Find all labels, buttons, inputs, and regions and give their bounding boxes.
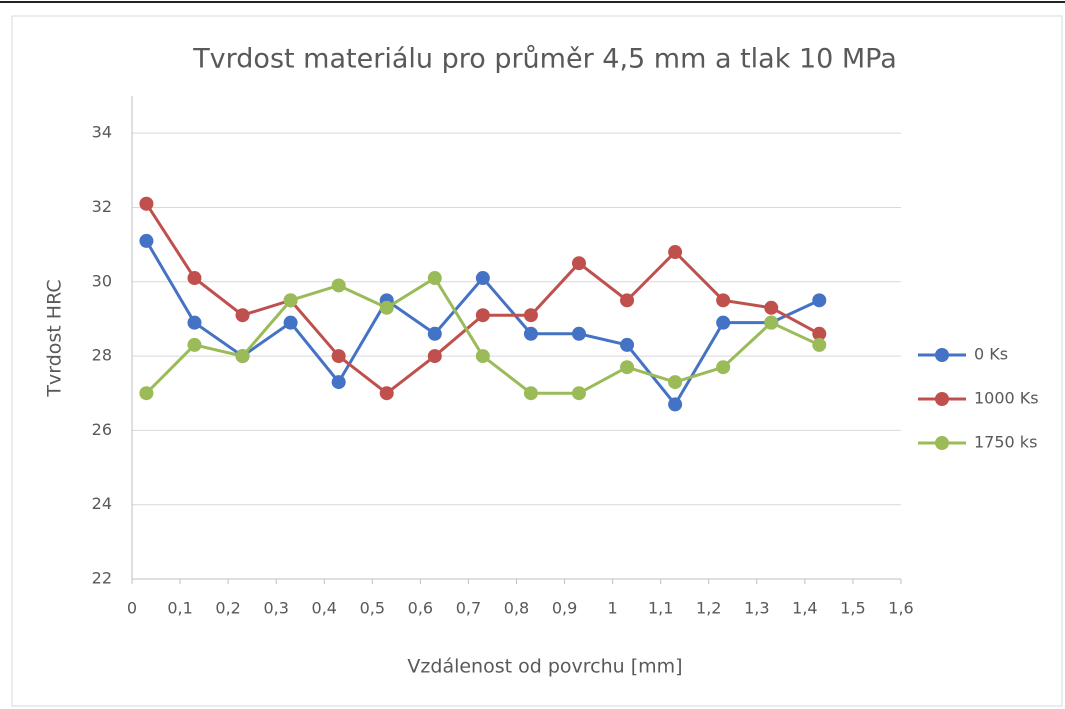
y-axis-label: Tvrdost HRC xyxy=(44,279,66,397)
y-tick-label: 32 xyxy=(92,197,112,216)
y-tick-label: 30 xyxy=(92,271,112,290)
x-tick-label: 0,8 xyxy=(504,599,529,618)
data-point xyxy=(620,293,635,308)
data-point xyxy=(187,271,202,286)
x-tick-label: 0,3 xyxy=(263,599,288,618)
data-point xyxy=(331,375,346,390)
x-tick-label: 1,4 xyxy=(792,599,817,618)
data-point xyxy=(331,278,346,293)
data-point xyxy=(139,196,154,211)
data-point xyxy=(764,300,779,315)
x-tick-label: 0,2 xyxy=(215,599,240,618)
legend-marker xyxy=(935,348,949,362)
data-point xyxy=(571,386,586,401)
x-tick-label: 0,7 xyxy=(456,599,481,618)
y-tick-label: 34 xyxy=(92,123,112,142)
y-tick-label: 22 xyxy=(92,569,112,588)
x-tick-label: 0 xyxy=(127,599,137,618)
data-point xyxy=(764,315,779,330)
data-point xyxy=(283,293,298,308)
x-tick-label: 0,1 xyxy=(167,599,192,618)
data-point xyxy=(812,326,827,341)
data-point xyxy=(427,349,442,364)
data-point xyxy=(427,326,442,341)
y-tick-label: 26 xyxy=(92,420,112,439)
data-point xyxy=(187,315,202,330)
data-point xyxy=(716,293,731,308)
y-tick-label: 28 xyxy=(92,346,112,365)
data-point xyxy=(716,315,731,330)
x-tick-label: 0,4 xyxy=(312,599,337,618)
data-point xyxy=(379,300,394,315)
data-point xyxy=(427,271,442,286)
x-tick-label: 1,1 xyxy=(648,599,673,618)
data-point xyxy=(571,326,586,341)
data-point xyxy=(668,397,683,412)
data-point xyxy=(812,293,827,308)
data-point xyxy=(235,308,250,323)
legend-label: 1750 ks xyxy=(974,433,1037,452)
data-point xyxy=(620,337,635,352)
legend-marker xyxy=(935,392,949,406)
x-tick-label: 1,2 xyxy=(696,599,721,618)
data-point xyxy=(620,360,635,375)
data-point xyxy=(716,360,731,375)
data-point xyxy=(812,337,827,352)
x-tick-label: 0,6 xyxy=(408,599,433,618)
data-point xyxy=(379,386,394,401)
x-tick-label: 0,9 xyxy=(552,599,577,618)
data-point xyxy=(139,233,154,248)
legend-marker xyxy=(935,436,949,450)
x-tick-label: 1,5 xyxy=(840,599,865,618)
data-point xyxy=(475,271,490,286)
data-point xyxy=(283,315,298,330)
legend-label: 1000 Ks xyxy=(974,389,1039,408)
data-point xyxy=(668,245,683,260)
data-point xyxy=(475,308,490,323)
y-tick-label: 24 xyxy=(92,494,112,513)
chart-border xyxy=(11,15,1063,707)
x-tick-label: 1,3 xyxy=(744,599,769,618)
data-point xyxy=(523,326,538,341)
legend-label: 0 Ks xyxy=(974,345,1008,364)
data-point xyxy=(523,308,538,323)
data-point xyxy=(235,349,250,364)
data-point xyxy=(187,337,202,352)
data-point xyxy=(571,256,586,271)
data-point xyxy=(475,349,490,364)
x-tick-label: 1,6 xyxy=(888,599,913,618)
x-tick-label: 0,5 xyxy=(360,599,385,618)
x-tick-label: 1 xyxy=(608,599,618,618)
data-point xyxy=(139,386,154,401)
data-point xyxy=(668,375,683,390)
data-point xyxy=(523,386,538,401)
chart-title: Tvrdost materiálu pro průměr 4,5 mm a tl… xyxy=(192,44,897,75)
x-axis-label: Vzdálenost od povrchu [mm] xyxy=(407,656,682,678)
data-point xyxy=(331,349,346,364)
